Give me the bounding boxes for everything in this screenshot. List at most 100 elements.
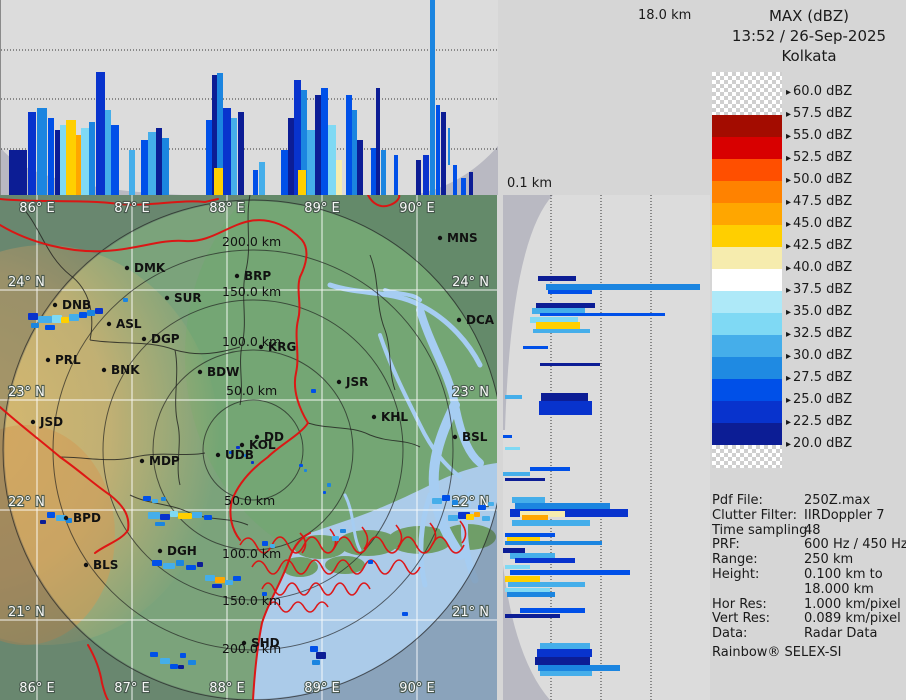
district-boundaries bbox=[19, 195, 421, 526]
product-metadata: Pdf File: 250Z.max Clutter Filter: IIRDoppl… bbox=[712, 493, 906, 661]
legend-entry: ▸ 50.0 dBZ bbox=[786, 172, 852, 187]
metadata-value: 0.089 km/pixel bbox=[804, 611, 901, 627]
legend-value-label: 37.5 dBZ bbox=[793, 282, 853, 297]
latlon-labels: 86° E 86° E 87° E 87° E 88° E 88° E 89° E 89° E… bbox=[7, 200, 490, 697]
metadata-value: Radar Data bbox=[804, 626, 878, 642]
metadata-value: 0.100 km to bbox=[804, 566, 883, 582]
legend-entry: ▸ 57.5 dBZ bbox=[786, 106, 852, 121]
city-dot bbox=[106, 321, 112, 327]
svg-text:86° E: 86° E bbox=[19, 201, 54, 216]
metadata-label: Hor Res: bbox=[712, 596, 767, 612]
metadata-row: Range: 250 km bbox=[712, 552, 906, 568]
svg-text:89° E: 89° E bbox=[304, 681, 339, 696]
legend-value-label: 60.0 dBZ bbox=[793, 84, 853, 99]
metadata-label: Clutter Filter: bbox=[712, 507, 797, 523]
city-label: DNB bbox=[62, 298, 91, 312]
legend-tick-arrow-icon: ▸ bbox=[786, 241, 792, 252]
legend-entry: ▸ 40.0 dBZ bbox=[786, 260, 852, 275]
colorbar-band bbox=[712, 313, 782, 335]
city-label: BLS bbox=[93, 558, 118, 572]
city-dot bbox=[139, 458, 145, 464]
city-label: BRP bbox=[244, 269, 271, 283]
side-height-profile-panel bbox=[503, 195, 710, 700]
svg-text:87° E: 87° E bbox=[114, 681, 149, 696]
colorbar-band bbox=[712, 203, 782, 225]
svg-text:100.0 km: 100.0 km bbox=[222, 546, 281, 561]
legend-entry: ▸ 47.5 dBZ bbox=[786, 194, 852, 209]
city-label: KHL bbox=[381, 410, 408, 424]
station-name: Kolkata bbox=[781, 47, 837, 65]
svg-text:21° N: 21° N bbox=[8, 605, 45, 620]
legend-tick-arrow-icon: ▸ bbox=[786, 417, 792, 428]
metadata-value: IIRDoppler 7 bbox=[804, 507, 885, 523]
height-gridlines bbox=[1, 49, 498, 150]
colorbar-band bbox=[712, 181, 782, 203]
metadata-row: Vert Res: 0.089 km/pixel bbox=[712, 612, 906, 627]
legend-tick-arrow-icon: ▸ bbox=[786, 175, 792, 186]
city-label: ASL bbox=[116, 317, 142, 331]
city-dot bbox=[141, 336, 147, 342]
legend-value-label: 47.5 dBZ bbox=[793, 194, 853, 209]
svg-text:22° N: 22° N bbox=[8, 495, 45, 510]
metadata-row: Hor Res: 1.000 km/pixel bbox=[712, 596, 906, 613]
dbz-colorbar bbox=[712, 72, 782, 468]
legend-tick-arrow-icon: ▸ bbox=[786, 131, 792, 142]
legend-entry: ▸ 60.0 dBZ bbox=[786, 84, 852, 99]
city-markers: MNS DMK BRP SUR DNB ASL DGP KRG DCA BDW JSR BNK PRL K… bbox=[30, 231, 495, 650]
height-gridlines bbox=[550, 195, 652, 700]
city-label: MDP bbox=[149, 454, 180, 468]
city-label: MNS bbox=[447, 231, 478, 245]
legend-value-label: 50.0 dBZ bbox=[793, 172, 853, 187]
metadata-label bbox=[712, 583, 804, 598]
city-label: BDW bbox=[207, 365, 239, 379]
city-dot bbox=[197, 369, 203, 375]
colorbar-band bbox=[712, 72, 782, 115]
svg-text:90° E: 90° E bbox=[399, 681, 434, 696]
metadata-label: Time sampling: bbox=[712, 522, 812, 538]
city-label: BPD bbox=[73, 511, 101, 525]
legend-tick-arrow-icon: ▸ bbox=[786, 87, 792, 98]
echo-height-bars bbox=[503, 276, 700, 676]
legend-entry: ▸ 25.0 dBZ bbox=[786, 392, 852, 407]
metadata-label: Data: bbox=[712, 626, 748, 642]
svg-text:150.0 km: 150.0 km bbox=[222, 593, 281, 608]
city-label: BSL bbox=[462, 430, 488, 444]
city-dot bbox=[52, 302, 58, 308]
metadata-value: 48 bbox=[804, 522, 821, 538]
beam-blind-wedge-right bbox=[413, 146, 498, 195]
metadata-label: Pdf File: bbox=[712, 493, 763, 508]
legend-tick-arrow-icon: ▸ bbox=[786, 197, 792, 208]
metadata-row: PRF: 600 Hz / 450 Hz bbox=[712, 538, 906, 553]
legend-entry: ▸ 52.5 dBZ bbox=[786, 150, 852, 165]
range-ring-labels: 200.0 km 150.0 km 100.0 km 50.0 km 50.0 km 10… bbox=[222, 234, 281, 656]
city-dot bbox=[241, 640, 247, 646]
metadata-label: Height: bbox=[712, 566, 760, 582]
colorbar-band bbox=[712, 137, 782, 159]
city-dot bbox=[83, 562, 89, 568]
side-height-axis-label: 0.1 km bbox=[507, 176, 552, 191]
city-dot bbox=[63, 515, 69, 521]
metadata-label: PRF: bbox=[712, 537, 740, 553]
metadata-row: Clutter Filter: IIRDoppler 7 bbox=[712, 507, 906, 524]
city-dot bbox=[101, 367, 107, 373]
city-label: JSR bbox=[345, 375, 368, 389]
legend-value-label: 35.0 dBZ bbox=[793, 304, 853, 319]
colorbar-band bbox=[712, 335, 782, 357]
city-label: SUR bbox=[174, 291, 202, 305]
colorbar-band bbox=[712, 247, 782, 269]
legend-value-label: 55.0 dBZ bbox=[793, 128, 853, 143]
city-dot bbox=[336, 379, 342, 385]
svg-text:86° E: 86° E bbox=[19, 681, 54, 696]
svg-text:23° N: 23° N bbox=[452, 385, 489, 400]
city-label: PRL bbox=[55, 353, 81, 367]
city-dot bbox=[452, 434, 458, 440]
svg-text:90° E: 90° E bbox=[399, 201, 434, 216]
city-label: DD bbox=[264, 430, 284, 444]
colorbar-band bbox=[712, 401, 782, 423]
metadata-value: 600 Hz / 450 Hz bbox=[804, 537, 906, 553]
legend-tick-arrow-icon: ▸ bbox=[786, 307, 792, 318]
colorbar-band bbox=[712, 115, 782, 137]
legend-tick-arrow-icon: ▸ bbox=[786, 263, 792, 274]
metadata-row: Height: 0.100 km to bbox=[712, 566, 906, 583]
product-datetime: 13:52 / 26-Sep-2025 bbox=[731, 27, 887, 45]
